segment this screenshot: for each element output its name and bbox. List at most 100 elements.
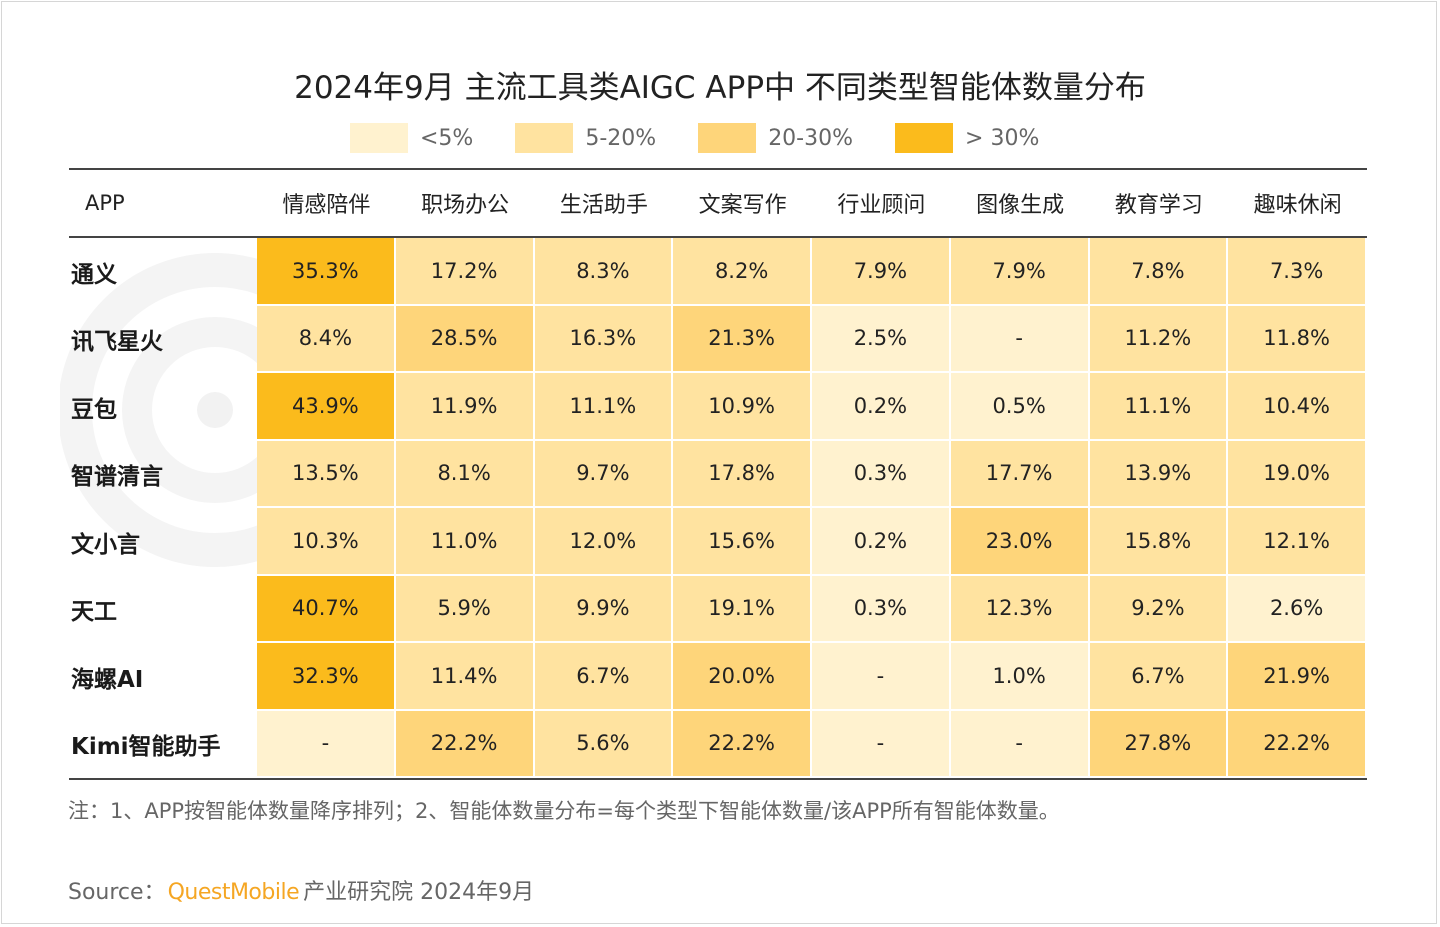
column-header: 生活助手 <box>559 193 648 218</box>
table-row: 文小言 10.3% 11.0% 12.0% 15.6% 0.2% 23.0% 15.8% 12.… <box>69 508 1367 576</box>
heatmap-cell: 10.4% <box>1228 373 1367 441</box>
column-header: 图像生成 <box>976 193 1065 218</box>
row-label: 天工 <box>71 599 117 626</box>
heatmap-cell: 17.8% <box>673 440 812 508</box>
heatmap-cell: 6.7% <box>534 643 674 711</box>
heatmap-cell: 1.0% <box>950 643 1090 711</box>
heatmap-cell: 0.3% <box>812 575 951 643</box>
column-header: 文案写作 <box>698 193 787 218</box>
heatmap-cell: 12.1% <box>1228 508 1367 576</box>
heatmap-cell: 11.1% <box>534 373 674 441</box>
heatmap-cell: 10.3% <box>257 508 396 576</box>
column-header: 行业顾问 <box>837 193 926 218</box>
heatmap-cell: 11.9% <box>395 373 535 441</box>
row-label: 智谱清言 <box>71 464 163 491</box>
heatmap-cell: 15.8% <box>1089 508 1229 576</box>
heatmap-cell: 8.4% <box>257 305 396 373</box>
table-row: 通义 35.3% 17.2% 8.3% 8.2% 7.9% 7.9% 7.8% 7.3% <box>69 238 1367 306</box>
heatmap-cell: 40.7% <box>257 575 396 643</box>
row-label: 文小言 <box>71 531 140 558</box>
heatmap-cell: 11.8% <box>1228 305 1367 373</box>
heatmap-cell: 7.9% <box>812 238 951 306</box>
source-line: Source： QuestMobile 产业研究院 2024年9月 <box>68 874 534 906</box>
table-row: Kimi智能助手 -22.2% 5.6% 22.2% - -27.8% 22.2% <box>69 710 1367 778</box>
heatmap-cell: 12.0% <box>534 508 674 576</box>
table-row: 讯飞星火 8.4% 28.5% 16.3% 21.3% 2.5% -11.2% 11.8% <box>69 305 1367 373</box>
source-suffix: 产业研究院 2024年9月 <box>303 880 535 905</box>
heatmap-cell: 32.3% <box>257 643 396 711</box>
heatmap-cell: 8.3% <box>534 238 674 306</box>
heatmap-cell: - <box>257 710 396 778</box>
column-header: 教育学习 <box>1114 193 1203 218</box>
heatmap-cell: 35.3% <box>257 238 396 306</box>
heatmap-cell: - <box>950 710 1090 778</box>
heatmap-cell: 0.2% <box>812 373 951 441</box>
heatmap-cell: 28.5% <box>395 305 535 373</box>
heatmap-cell: 6.7% <box>1089 643 1229 711</box>
heatmap-cell: 8.1% <box>395 440 535 508</box>
heatmap-cell: - <box>950 305 1090 373</box>
heatmap-cell: 13.9% <box>1089 440 1229 508</box>
row-label: 通义 <box>71 261 117 288</box>
footnote: 注：1、APP按智能体数量降序排列；2、智能体数量分布=每个类型下智能体数量/该… <box>68 799 1060 823</box>
row-label: 豆包 <box>71 396 117 423</box>
heatmap-cell: 13.5% <box>257 440 396 508</box>
bottom-rule <box>69 778 1367 780</box>
table-row: 天工 40.7% 5.9% 9.9% 19.1% 0.3% 12.3% 9.2% 2.6% <box>69 575 1367 643</box>
heatmap-cell: 5.6% <box>534 710 674 778</box>
legend-swatch <box>698 123 757 153</box>
legend: <5% 5-20% 20-30% > 30% <box>350 122 1081 154</box>
heatmap-cell: 20.0% <box>673 643 812 711</box>
heatmap-cell: 7.8% <box>1089 238 1229 306</box>
heatmap-table: APP 情感陪伴 职场办公 生活助手 文案写作 行业顾问 图像生成 教育学习 趣味休闲 通义 3… <box>69 168 1367 780</box>
heatmap-cell: 11.1% <box>1089 373 1229 441</box>
top-rule <box>69 168 1367 170</box>
heatmap-cell: 10.9% <box>673 373 812 441</box>
legend-swatch <box>895 123 954 153</box>
heatmap-cell: 8.2% <box>673 238 812 306</box>
heatmap-cell: 22.2% <box>395 710 535 778</box>
heatmap-cell: 9.7% <box>534 440 674 508</box>
heatmap-cell: 43.9% <box>257 373 396 441</box>
table-row: 智谱清言 13.5% 8.1% 9.7% 17.8% 0.3% 17.7% 13.9% 19.0… <box>69 440 1367 508</box>
heatmap-cell: 12.3% <box>950 575 1090 643</box>
heatmap-cell: 11.0% <box>395 508 535 576</box>
heatmap-cell: 15.6% <box>673 508 812 576</box>
heatmap-cell: 27.8% <box>1089 710 1229 778</box>
row-label: Kimi智能助手 <box>71 734 221 761</box>
heatmap-cell: 9.2% <box>1089 575 1229 643</box>
heatmap-cell: 16.3% <box>534 305 674 373</box>
legend-item: 5-20% <box>515 123 656 153</box>
heatmap-cell: 23.0% <box>950 508 1090 576</box>
heatmap-cell: 21.3% <box>673 305 812 373</box>
heatmap-cell: 19.0% <box>1228 440 1367 508</box>
legend-item: 20-30% <box>698 123 853 153</box>
heatmap-cell: 22.2% <box>1228 710 1367 778</box>
heatmap-cell: 11.2% <box>1089 305 1229 373</box>
heatmap-cell: 21.9% <box>1228 643 1367 711</box>
heatmap-cell: 11.4% <box>395 643 535 711</box>
heatmap-cell: 9.9% <box>534 575 674 643</box>
row-label: 讯飞星火 <box>71 329 163 356</box>
column-header: 趣味休闲 <box>1253 193 1342 218</box>
legend-label: 20-30% <box>768 125 854 151</box>
column-header: 职场办公 <box>421 193 510 218</box>
heatmap-cell: - <box>812 710 951 778</box>
heatmap-cell: 0.5% <box>950 373 1090 441</box>
heatmap-cell: 17.7% <box>950 440 1090 508</box>
table-row: 海螺AI 32.3% 11.4% 6.7% 20.0% -1.0% 6.7% 21.9% <box>69 643 1367 711</box>
legend-item: > 30% <box>895 123 1039 153</box>
heatmap-cell: 19.1% <box>673 575 812 643</box>
table-body: 通义 35.3% 17.2% 8.3% 8.2% 7.9% 7.9% 7.8% 7.3% 讯飞星火… <box>69 238 1367 778</box>
column-header: 情感陪伴 <box>282 193 371 218</box>
legend-swatch <box>515 123 574 153</box>
heatmap-cell: 2.5% <box>812 305 951 373</box>
header-app: APP <box>85 191 125 215</box>
chart-title: 2024年9月 主流工具类AIGC APP中 不同类型智能体数量分布 <box>294 70 1146 106</box>
header-row: APP 情感陪伴 职场办公 生活助手 文案写作 行业顾问 图像生成 教育学习 趣味休闲 <box>69 170 1367 236</box>
heatmap-cell: 17.2% <box>395 238 535 306</box>
header-rule <box>69 236 1367 238</box>
source-brand: QuestMobile <box>167 880 300 905</box>
row-label: 海螺AI <box>71 666 144 693</box>
legend-label: <5% <box>420 125 474 151</box>
